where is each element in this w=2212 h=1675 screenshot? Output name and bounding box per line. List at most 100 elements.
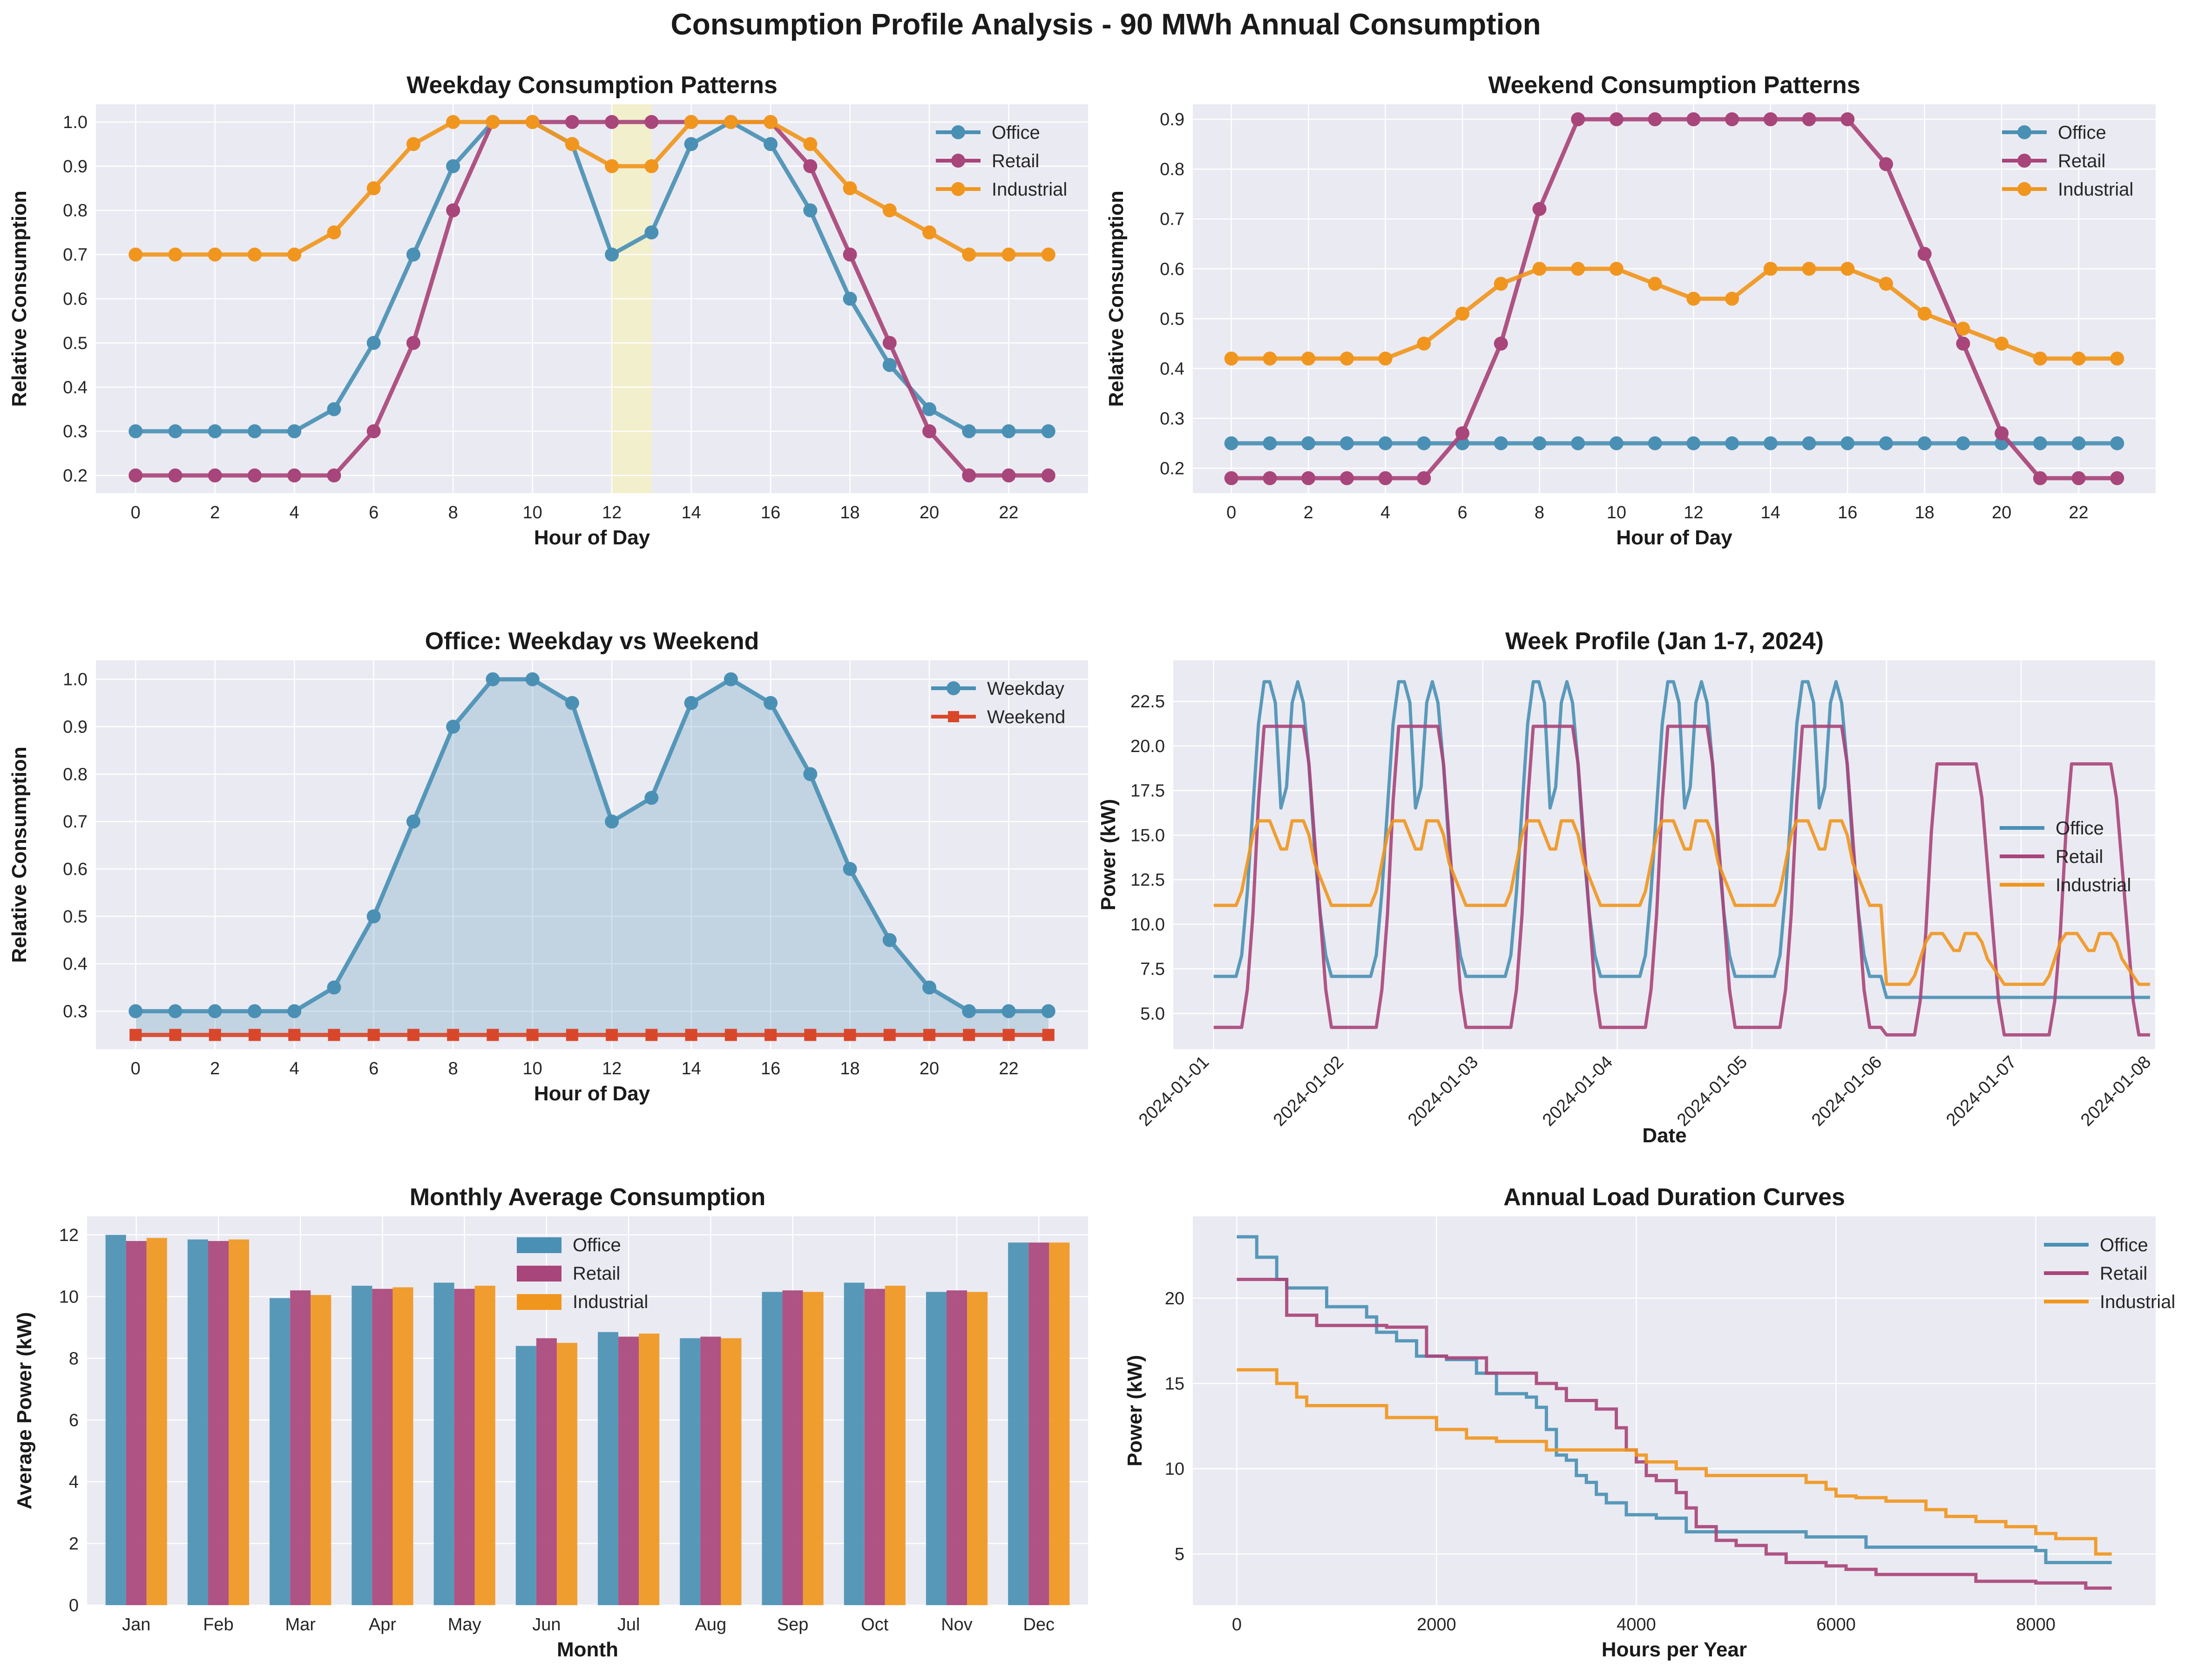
data-point-industrial [1686,292,1701,306]
legend-label-retail: Retail [573,1263,620,1284]
data-point-industrial [684,115,698,129]
legend-marker [951,182,965,196]
data-point-office [1532,436,1547,450]
x-tick-label: 18 [1915,503,1935,522]
bar-office [352,1286,372,1605]
x-tick-label: 2024-01-08 [2077,1052,2155,1130]
data-point-office [287,424,302,439]
x-axis-label: Hour of Day [534,526,650,549]
data-point-office [1956,436,1970,450]
data-point-office [446,159,460,173]
legend: Office Retail Industrial [936,122,1067,200]
data-point-office [1879,436,1893,450]
data-point-retail [1648,112,1662,127]
data-point-industrial [644,159,659,173]
x-tick-label: 8 [1535,503,1544,522]
x-tick-label: May [448,1615,481,1634]
data-point-retail [446,203,460,217]
weekend-patterns-chart: 0.2 0.3 0.4 0.5 0.6 0.7 0.8 0.9 0 2 4 6 8 10 12 14 16 18 2… [1105,72,2156,549]
y-tick-label: 20.0 [1130,737,1165,756]
bar-retail [782,1290,803,1605]
office-weekday-vs-weekend-chart: 0.3 0.4 0.5 0.6 0.7 0.8 0.9 1.0 0 2 4 6 8 10 12 14 16 18 2… [8,628,1088,1105]
legend-marker [951,154,965,168]
data-point-office [1725,436,1739,450]
data-point-retail [1956,336,1970,351]
x-tick-label: 22 [999,1059,1018,1078]
data-point-industrial [962,247,976,262]
data-point-weekend [923,1029,936,1041]
data-point-industrial [2033,351,2047,366]
data-point-retail [1001,468,1016,483]
data-point-retail [1995,426,2009,441]
y-tick-label: 0.8 [63,201,88,221]
bar-office [762,1292,783,1605]
legend-marker [2017,182,2031,196]
data-point-office [1339,436,1354,450]
data-point-retail [922,424,937,439]
x-tick-label: 6 [369,1059,379,1078]
data-point-retail [843,247,857,262]
x-tick-label: Jul [617,1615,640,1634]
legend-swatch-retail [517,1266,561,1282]
chart-title: Weekend Consumption Patterns [1488,72,1860,99]
data-point-industrial [1224,351,1238,366]
bar-office [515,1346,536,1605]
data-point-retail [247,468,262,483]
y-tick-label: 0.9 [63,157,88,176]
data-point-retail [2033,471,2047,485]
data-point-industrial [1609,262,1623,276]
x-tick-label: 16 [761,1059,780,1078]
x-tick-label: 6 [1457,503,1467,522]
chart-title: Office: Weekday vs Weekend [425,628,759,655]
legend-label-retail: Retail [992,151,1039,171]
data-point-industrial [1455,306,1470,321]
y-tick-label: 8 [69,1349,79,1369]
data-point-office [764,137,778,151]
x-tick-label: 14 [681,1059,701,1078]
data-point-industrial [1532,262,1547,276]
x-tick-label: 22 [999,503,1018,522]
bar-retail [372,1288,393,1605]
y-tick-label: 0.5 [1160,309,1184,329]
x-tick-label: 18 [840,503,859,522]
y-tick-label: 0.5 [63,333,88,353]
data-point-weekend [367,1029,380,1041]
data-point-retail [882,336,897,350]
x-tick-label: 16 [761,503,780,522]
data-point-office [1041,424,1055,439]
x-tick-label: 2024-01-01 [1135,1052,1213,1130]
data-point-weekend [883,1029,896,1041]
chart-title: Week Profile (Jan 1-7, 2024) [1505,628,1824,655]
data-point-office [1840,436,1855,450]
y-tick-label: 10 [1165,1459,1184,1479]
data-point-industrial [486,115,500,129]
data-point-weekday [644,791,659,805]
legend-label-office: Office [2100,1235,2148,1255]
legend-label-industrial: Industrial [2056,875,2131,895]
x-tick-label: 2024-01-02 [1270,1052,1347,1130]
bar-retail [864,1288,885,1605]
data-point-retail [168,468,183,483]
data-point-weekend [764,1029,777,1041]
data-point-weekend [963,1029,975,1041]
data-point-weekday [208,1004,222,1018]
x-axis-label: Hour of Day [1616,526,1732,549]
data-point-industrial [1917,306,1932,321]
data-point-industrial [605,159,619,173]
series-line-retail [1237,1278,2112,1590]
data-point-industrial [882,203,897,217]
x-tick-label: 20 [920,1059,939,1078]
data-point-weekday [922,980,937,995]
data-point-weekday [724,672,738,686]
bar-office [680,1338,701,1605]
bar-industrial [228,1239,250,1605]
y-tick-label: 0.3 [63,422,88,441]
y-tick-label: 5 [1175,1545,1184,1564]
y-tick-label: 10.0 [1130,915,1165,935]
legend: Office Retail Industrial [517,1235,648,1312]
y-tick-label: 15 [1165,1374,1184,1394]
data-point-industrial [1725,292,1739,306]
bar-retail [947,1290,967,1605]
legend-marker [948,711,959,722]
bar-office [433,1282,454,1605]
